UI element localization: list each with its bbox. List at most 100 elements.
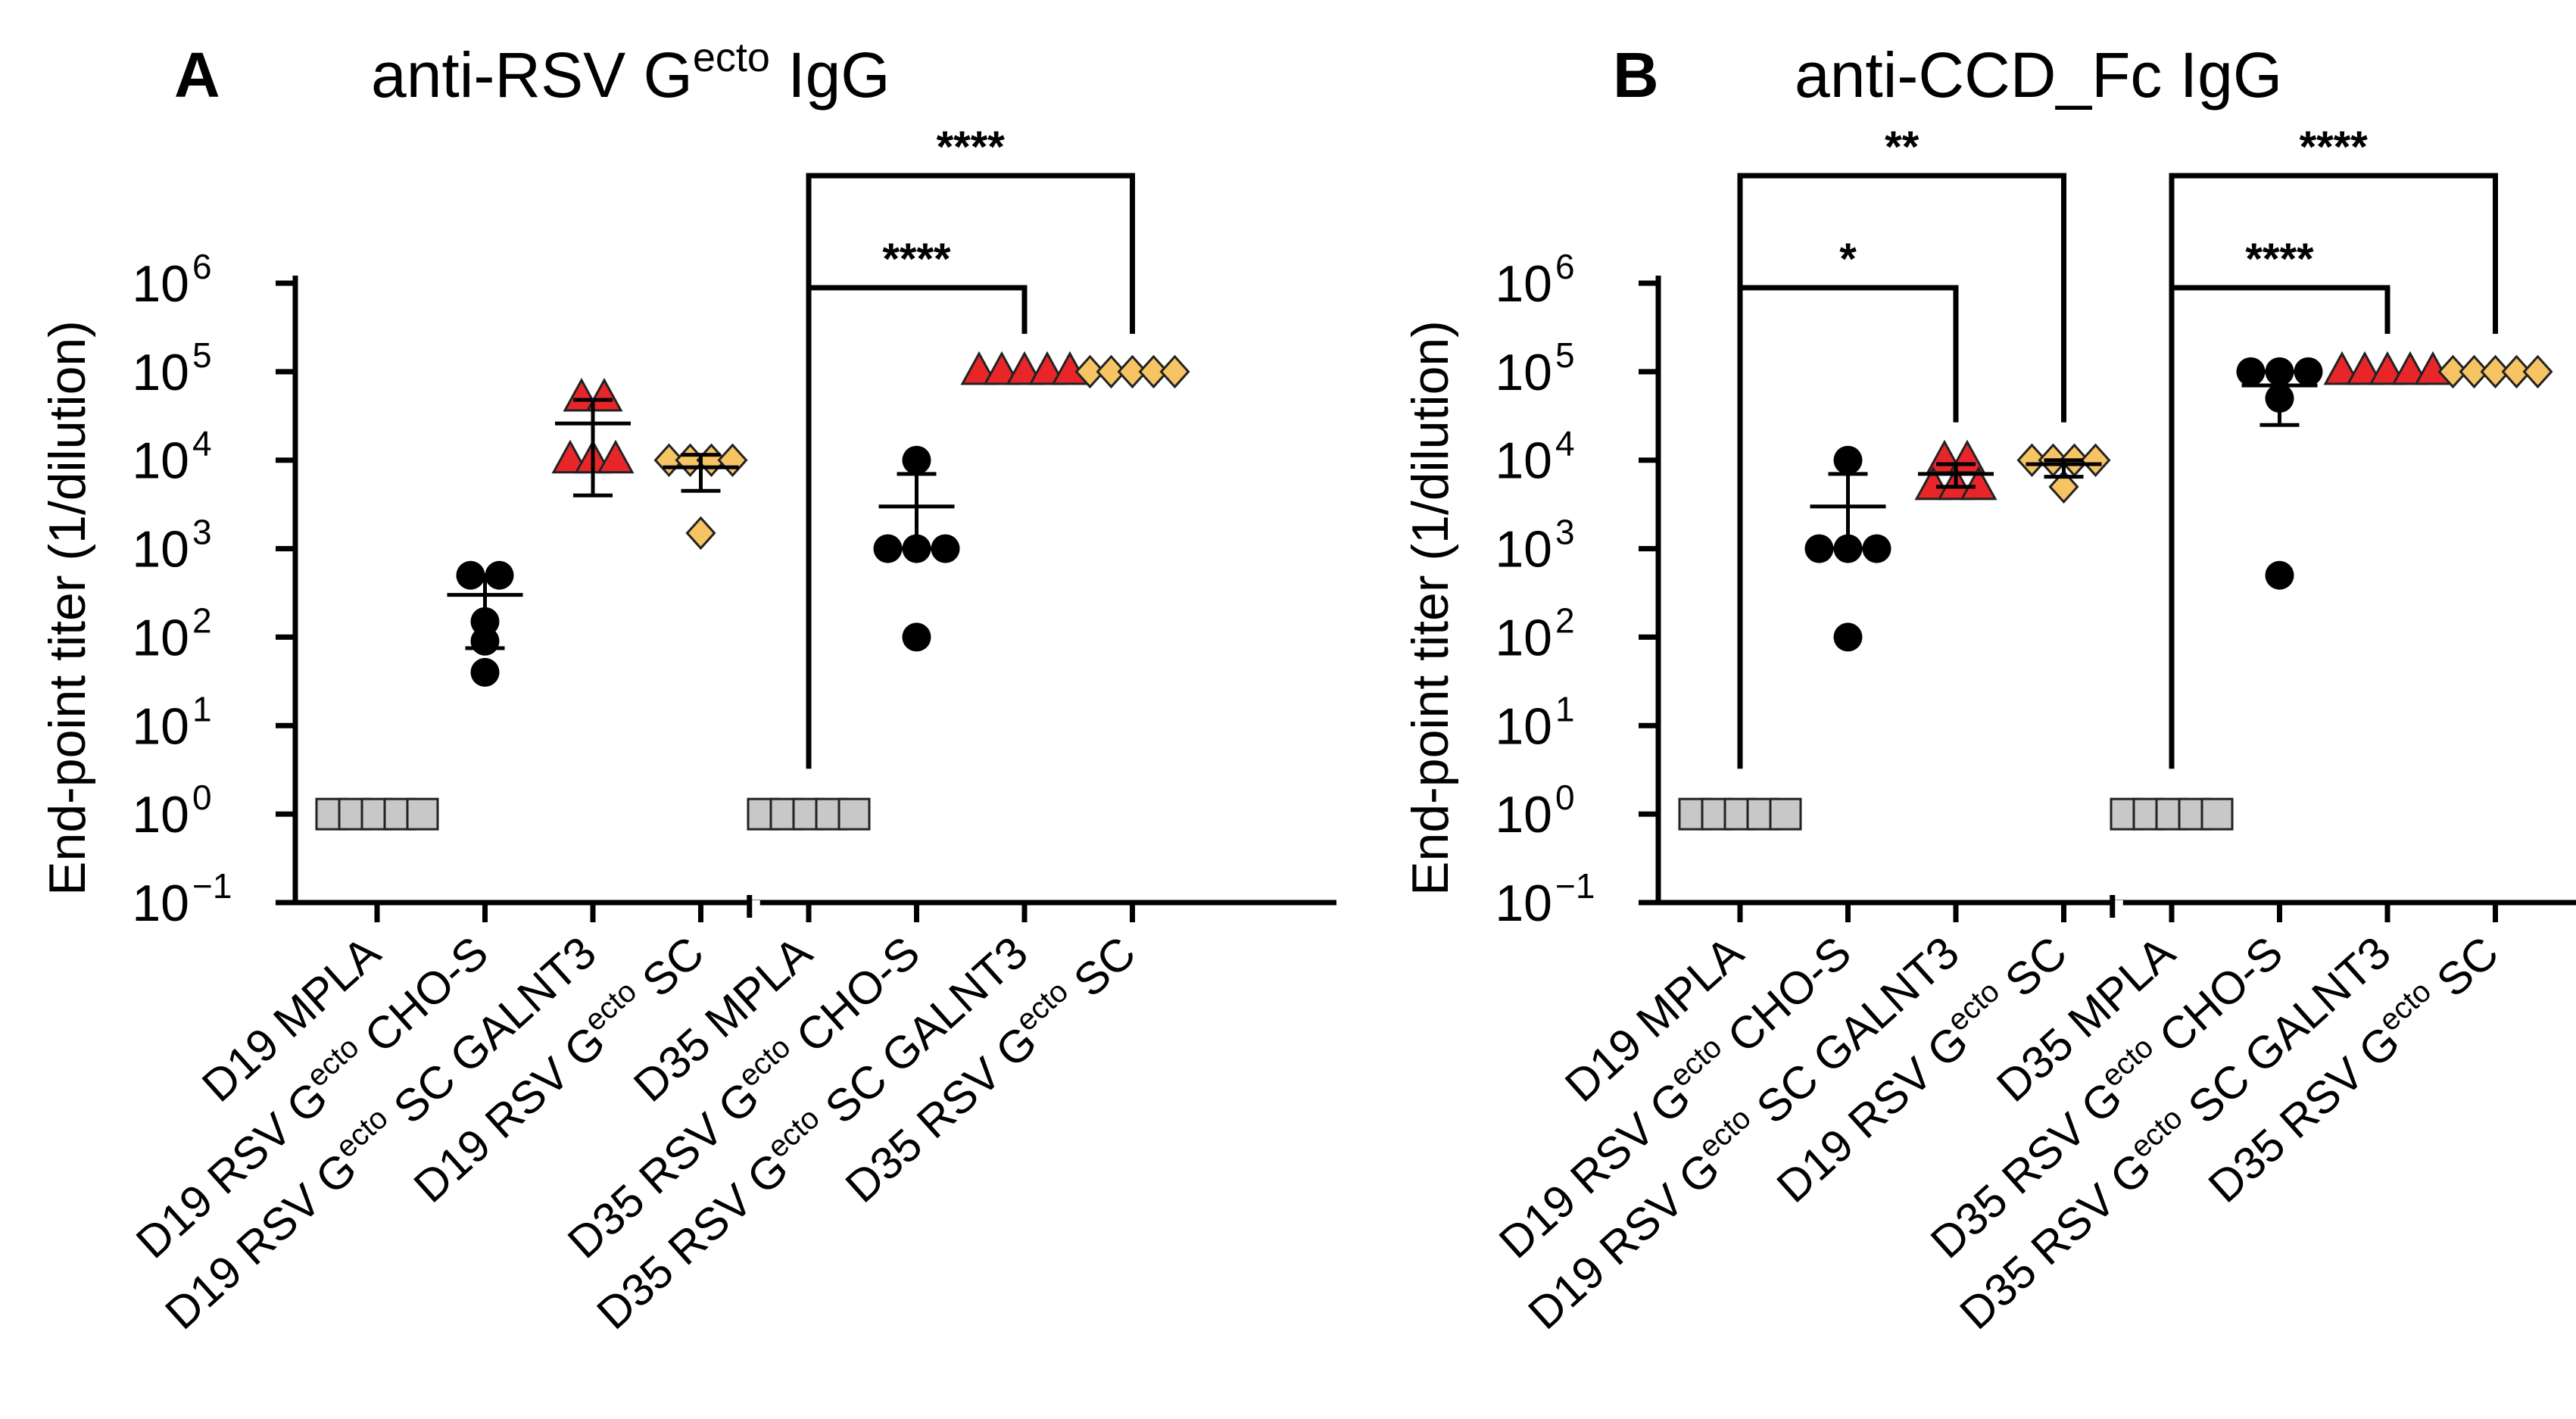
- significance-bracket: [806, 173, 1135, 769]
- data-point: [1960, 466, 1997, 501]
- data-point: [2437, 354, 2468, 389]
- data-point: [563, 377, 600, 412]
- significance-label: ****: [882, 235, 951, 284]
- y-tick-base: 10: [1495, 875, 1552, 932]
- data-point: [2459, 354, 2490, 389]
- data-point: [1074, 354, 1106, 389]
- y-tick-base: 10: [132, 786, 189, 844]
- y-tick-label: 10: [1495, 697, 1552, 755]
- data-point: [983, 351, 1021, 385]
- data-point: [2016, 443, 2047, 477]
- chart-title-superscript: ecto: [693, 35, 770, 80]
- y-tick-base: 10: [1495, 344, 1552, 401]
- significance-label: *: [1839, 235, 1857, 284]
- data-point: [470, 657, 500, 687]
- data-point: [2236, 357, 2266, 386]
- y-tick-exponent: 5: [192, 335, 212, 375]
- y-tick-label: 10: [132, 344, 189, 401]
- y-tick-label: 10: [132, 697, 189, 755]
- y-tick-exponent: 4: [1555, 424, 1575, 463]
- panel-label: B: [1613, 39, 1659, 111]
- y-tick-label: 10: [132, 786, 189, 844]
- y-tick-label: 10: [1495, 521, 1552, 579]
- y-tick-base: 10: [1495, 609, 1552, 666]
- data-point: [597, 439, 635, 474]
- data-point: [902, 445, 931, 475]
- x-tick-label: D19 RSV Gecto SC GALNT3: [153, 924, 605, 1339]
- y-tick-exponent: 0: [1555, 778, 1575, 817]
- x-tick-label: D19 RSV Gecto SC GALNT3: [1516, 924, 1968, 1339]
- chart-title-text: anti-CCD_Fc IgG: [1795, 39, 2282, 111]
- chart-title: anti-RSV Gecto IgG: [371, 35, 890, 111]
- data-point: [406, 797, 439, 831]
- y-tick-exponent: 0: [192, 778, 212, 817]
- data-point: [1096, 354, 1127, 389]
- y-tick-exponent: 5: [1555, 335, 1575, 375]
- data-point: [1914, 466, 1952, 501]
- y-axis-label: End-point titer (1/dilution): [1402, 320, 1459, 896]
- y-tick-base: 10: [132, 255, 189, 313]
- significance-bracket: [2169, 173, 2498, 769]
- y-tick-base: 10: [132, 521, 189, 579]
- y-tick-exponent: −1: [1555, 866, 1595, 906]
- data-point: [2048, 469, 2079, 504]
- y-tick-label: 10: [1495, 875, 1552, 932]
- data-point: [685, 516, 716, 550]
- significance-label: ****: [2245, 235, 2314, 284]
- y-tick-base: 10: [1495, 786, 1552, 844]
- y-tick-label: 10: [1495, 344, 1552, 401]
- data-point: [931, 534, 960, 563]
- y-tick-label: 10: [132, 609, 189, 666]
- y-tick-label: 10: [132, 255, 189, 313]
- data-point: [1804, 534, 1834, 563]
- data-point: [837, 797, 871, 831]
- data-point: [2323, 351, 2361, 385]
- y-tick-base: 10: [1495, 521, 1552, 579]
- y-tick-exponent: 6: [192, 247, 212, 286]
- y-tick-label: 10: [1495, 786, 1552, 844]
- data-point: [1833, 622, 1863, 652]
- y-tick-exponent: 3: [1555, 513, 1575, 552]
- significance-label: ****: [937, 123, 1006, 172]
- data-point: [585, 377, 623, 412]
- data-point: [960, 351, 998, 385]
- significance-label: **: [1885, 123, 1920, 172]
- y-tick-base: 10: [1495, 255, 1552, 313]
- significance-label: ****: [2300, 123, 2369, 172]
- y-tick-exponent: 1: [192, 689, 212, 728]
- data-point: [1117, 354, 1148, 389]
- chart-title-suffix: IgG: [770, 39, 890, 111]
- data-point: [2391, 351, 2429, 385]
- y-tick-label: 10: [1495, 432, 1552, 490]
- y-tick-label: 10: [132, 875, 189, 932]
- data-point: [902, 622, 931, 652]
- data-point: [1138, 354, 1169, 389]
- chart-title: anti-CCD_Fc IgG: [1795, 39, 2282, 111]
- y-tick-label: 10: [1495, 609, 1552, 666]
- y-tick-exponent: −1: [192, 866, 232, 906]
- y-tick-exponent: 3: [192, 513, 212, 552]
- data-point: [1833, 445, 1863, 475]
- y-tick-base: 10: [1495, 697, 1552, 755]
- y-tick-base: 10: [132, 697, 189, 755]
- y-tick-base: 10: [132, 432, 189, 490]
- y-tick-base: 10: [132, 875, 189, 932]
- y-axis-label: End-point titer (1/dilution): [39, 320, 96, 896]
- y-tick-exponent: 6: [1555, 247, 1575, 286]
- data-point: [717, 443, 748, 477]
- data-point: [2265, 560, 2294, 590]
- y-tick-base: 10: [1495, 432, 1552, 490]
- data-point: [2480, 354, 2511, 389]
- y-tick-label: 10: [132, 432, 189, 490]
- y-tick-label: 10: [1495, 255, 1552, 313]
- panel-label: A: [174, 39, 220, 111]
- data-point: [2501, 354, 2532, 389]
- data-point: [2294, 357, 2323, 386]
- data-point: [551, 439, 589, 474]
- data-point: [873, 534, 903, 563]
- data-point: [1006, 351, 1043, 385]
- data-point: [1862, 534, 1891, 563]
